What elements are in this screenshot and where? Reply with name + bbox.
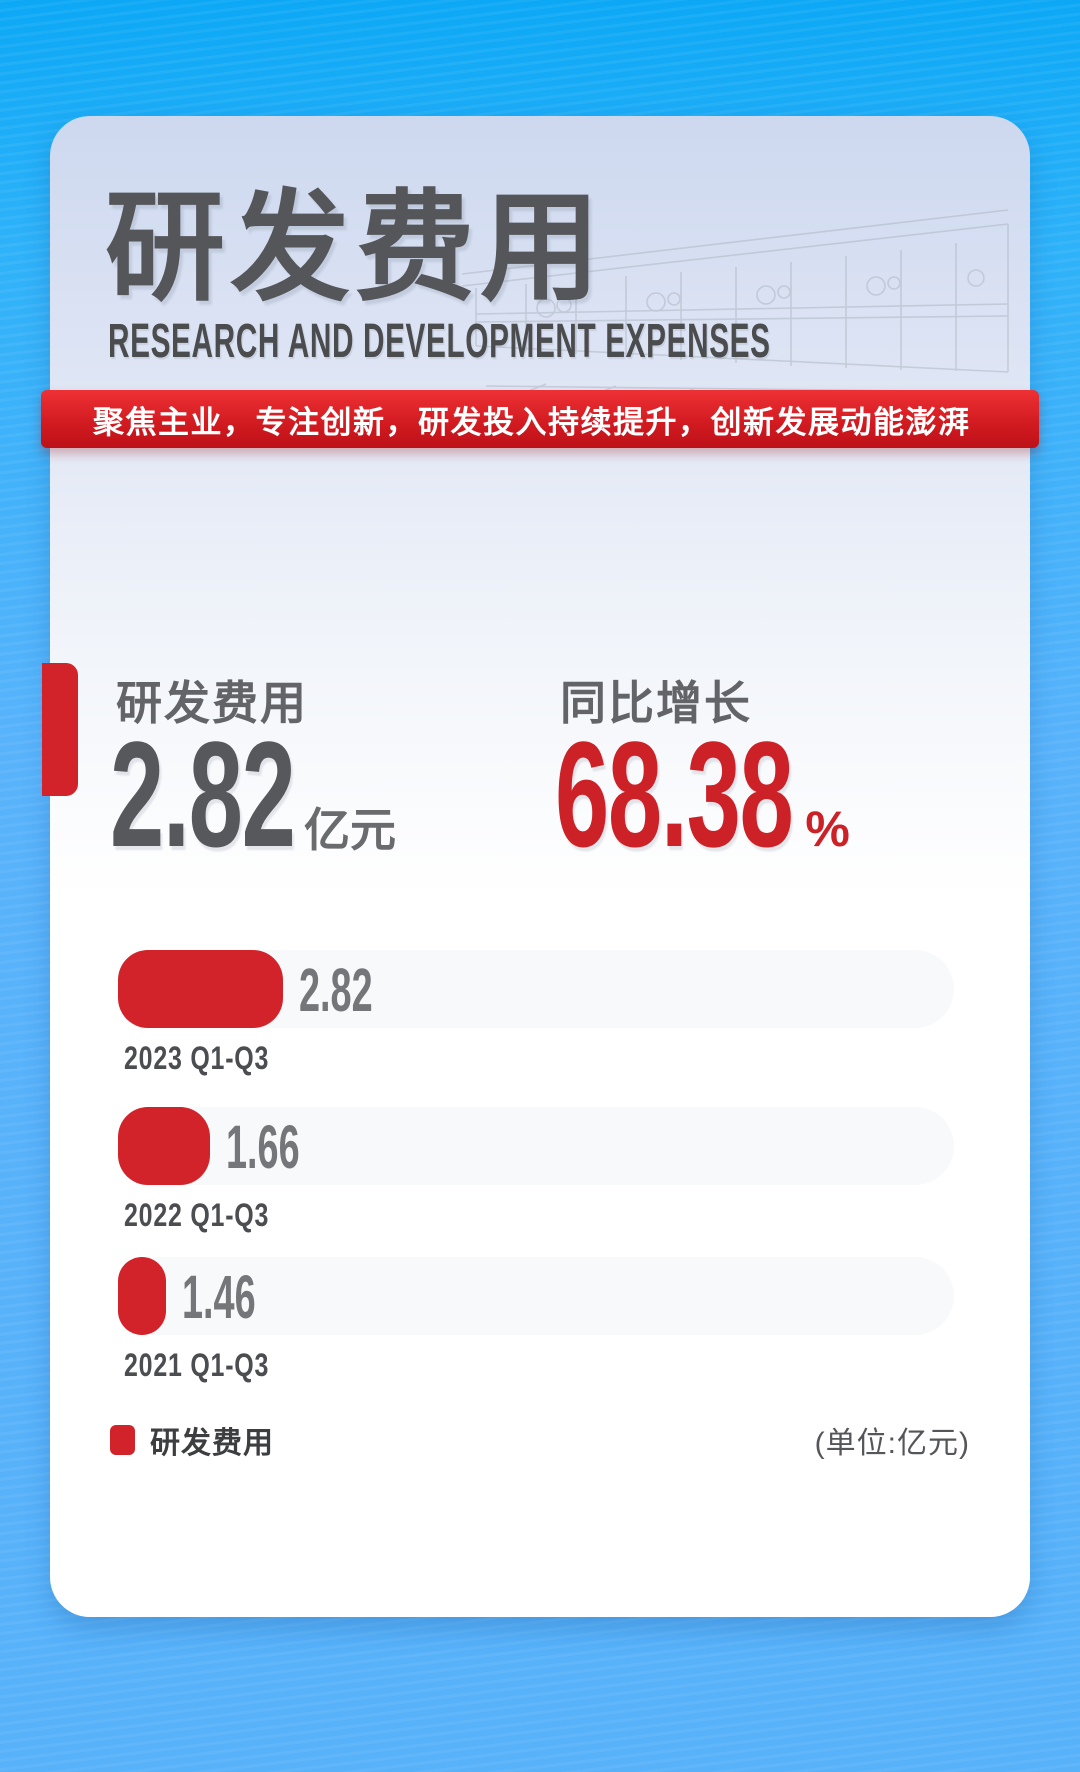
bar-category-2022: 2022 Q1-Q3 [124,1197,270,1233]
content-card: 研发费用 RESEARCH AND DEVELOPMENT EXPENSES 聚… [41,116,1039,1617]
stat-expenses-value: 2.82 [110,710,296,878]
stat-growth-label: 同比增长 [560,677,752,729]
bar-row-2021: 1.46 2021 Q1-Q3 [118,1257,954,1383]
bar-row-2023: 2.82 2023 Q1-Q3 [118,950,954,1076]
bar-track [118,1107,954,1185]
banner-ribbon: 聚焦主业，专注创新，研发投入持续提升，创新发展动能澎湃 [41,390,1039,448]
stat-expenses-value-row: 2.82 亿元 [110,719,396,869]
bar-value-2023: 2.82 [299,955,373,1024]
stat-growth-value-row: 68.38 % [555,719,850,869]
bar-value-2022: 1.66 [226,1112,300,1181]
page-subtitle: RESEARCH AND DEVELOPMENT EXPENSES [108,315,771,368]
bar-category-2023: 2023 Q1-Q3 [124,1040,270,1076]
bar-category-2021: 2021 Q1-Q3 [124,1347,270,1383]
legend-swatch [110,1425,135,1455]
banner-text: 聚焦主业，专注创新，研发投入持续提升，创新发展动能澎湃 [93,404,971,440]
red-accent-bar [42,663,78,796]
chart-legend: 研发费用 (单位:亿元) [110,1418,970,1462]
unit-note: (单位:亿元) [814,1427,970,1460]
stat-expenses-unit: 亿元 [303,804,396,856]
page-title: 研发费用 [105,181,605,315]
stat-growth-value: 68.38 [555,710,794,878]
stat-growth-unit: % [805,801,850,857]
stat-expenses-label: 研发费用 [116,677,308,729]
bar-row-2022: 1.66 2022 Q1-Q3 [118,1107,954,1233]
bar-value-2021: 1.46 [182,1262,256,1331]
bar-2022 [118,1107,210,1185]
legend-series-label: 研发费用 [150,1427,274,1460]
bar-track [118,1257,954,1335]
bar-2021 [118,1257,166,1335]
bar-2023 [118,950,283,1028]
